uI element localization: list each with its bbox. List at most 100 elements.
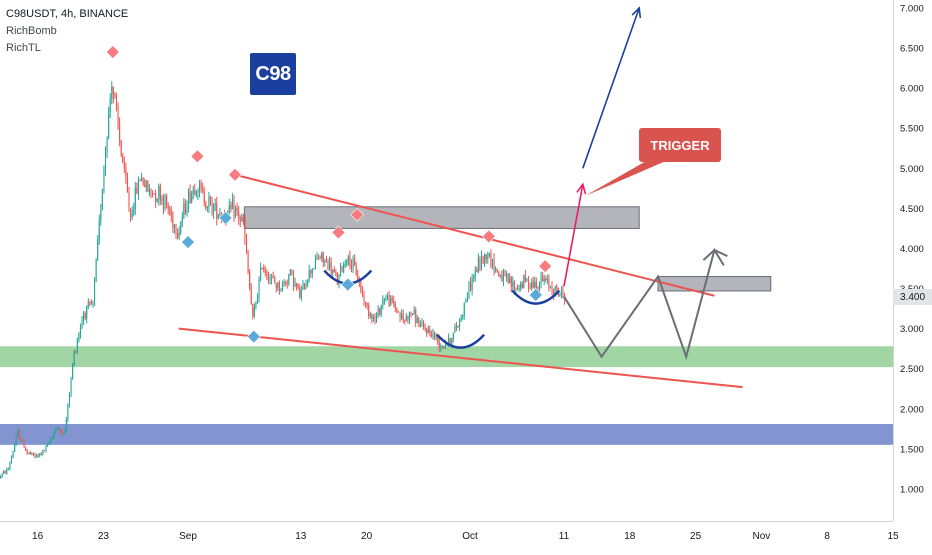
candle-body bbox=[297, 287, 299, 289]
candle-body bbox=[61, 430, 63, 434]
candle bbox=[319, 255, 321, 260]
indicator-legend-richbomb[interactable]: RichBomb bbox=[6, 25, 57, 37]
candle-body bbox=[53, 432, 55, 438]
candle bbox=[343, 261, 345, 274]
candle bbox=[271, 273, 273, 285]
candle bbox=[418, 316, 420, 328]
candle-body bbox=[311, 268, 313, 274]
candle bbox=[81, 316, 83, 330]
candle bbox=[164, 193, 166, 212]
candle-body bbox=[39, 453, 41, 456]
candle-body bbox=[25, 447, 27, 451]
candle bbox=[266, 269, 268, 281]
candle-body bbox=[426, 329, 428, 334]
candle-body bbox=[103, 169, 105, 190]
candle-body bbox=[383, 299, 385, 301]
candle bbox=[59, 427, 61, 434]
candle bbox=[545, 275, 547, 283]
candle-body bbox=[59, 428, 61, 431]
candle bbox=[474, 266, 476, 282]
candle-body bbox=[419, 324, 421, 327]
candle bbox=[208, 191, 210, 214]
target-arrow-head bbox=[631, 6, 642, 19]
candle bbox=[258, 276, 260, 303]
candle-body bbox=[36, 455, 38, 457]
candle-body bbox=[333, 270, 335, 273]
candle-body bbox=[87, 302, 89, 307]
candle-body bbox=[186, 207, 188, 214]
candle bbox=[404, 319, 406, 325]
candle bbox=[180, 221, 182, 236]
candle bbox=[128, 186, 130, 213]
candle-body bbox=[363, 292, 365, 303]
candle-body bbox=[48, 442, 50, 444]
candle bbox=[504, 269, 506, 277]
candle-body bbox=[324, 260, 326, 263]
y-tick-label: 2.000 bbox=[900, 404, 924, 415]
candle-body bbox=[280, 290, 282, 292]
candle-body bbox=[269, 279, 271, 281]
candle bbox=[484, 253, 486, 267]
candle-body bbox=[556, 286, 558, 288]
candle bbox=[104, 146, 107, 177]
candle-body bbox=[506, 274, 508, 277]
candle-body bbox=[451, 339, 453, 345]
candle-body bbox=[339, 266, 342, 275]
y-tick-label: 6.500 bbox=[900, 44, 924, 55]
candle bbox=[440, 343, 442, 352]
candle-body bbox=[476, 269, 478, 273]
candle-body bbox=[366, 302, 368, 306]
candle-body bbox=[405, 316, 407, 321]
candle-body bbox=[432, 333, 434, 337]
candle bbox=[307, 279, 309, 288]
price-axis bbox=[893, 0, 932, 550]
candle bbox=[178, 226, 180, 240]
candle-body bbox=[151, 192, 154, 195]
candle-body bbox=[205, 203, 207, 209]
candle bbox=[463, 302, 465, 320]
candle bbox=[549, 285, 551, 289]
candle-body bbox=[172, 215, 174, 229]
candle-body bbox=[335, 272, 337, 274]
candle-body bbox=[272, 276, 274, 279]
candle bbox=[368, 302, 370, 320]
candle-body bbox=[122, 155, 124, 164]
candle-body bbox=[401, 314, 403, 318]
candle-body bbox=[175, 224, 177, 234]
candle bbox=[241, 213, 243, 222]
candle-body bbox=[410, 311, 412, 315]
candle bbox=[413, 306, 415, 315]
candle bbox=[305, 279, 307, 290]
candle bbox=[0, 475, 2, 479]
candle bbox=[542, 271, 544, 282]
candle-body bbox=[543, 278, 545, 282]
candle bbox=[408, 311, 410, 325]
candle bbox=[419, 320, 421, 328]
candle-body bbox=[382, 300, 384, 306]
candle-body bbox=[197, 190, 199, 193]
candle-body bbox=[374, 316, 376, 321]
candle-body bbox=[3, 471, 5, 474]
candle bbox=[531, 278, 533, 291]
candle bbox=[123, 156, 125, 174]
candle bbox=[119, 117, 121, 147]
candle-body bbox=[319, 258, 321, 260]
symbol-legend[interactable]: C98USDT, 4h, BINANCE bbox=[6, 8, 129, 20]
candle-body bbox=[256, 298, 259, 303]
candle bbox=[90, 299, 92, 305]
candle bbox=[498, 270, 500, 277]
candle bbox=[192, 185, 194, 200]
buy-signal bbox=[340, 277, 355, 292]
candle-body bbox=[424, 327, 426, 330]
candle-body bbox=[501, 275, 503, 282]
candle-body bbox=[29, 452, 31, 455]
candle-body bbox=[449, 337, 451, 345]
candle bbox=[200, 179, 202, 193]
candle-body bbox=[97, 240, 99, 260]
candle bbox=[29, 450, 31, 455]
indicator-legend-richtl[interactable]: RichTL bbox=[6, 42, 41, 54]
candle-body bbox=[499, 275, 501, 277]
candle bbox=[188, 188, 190, 213]
